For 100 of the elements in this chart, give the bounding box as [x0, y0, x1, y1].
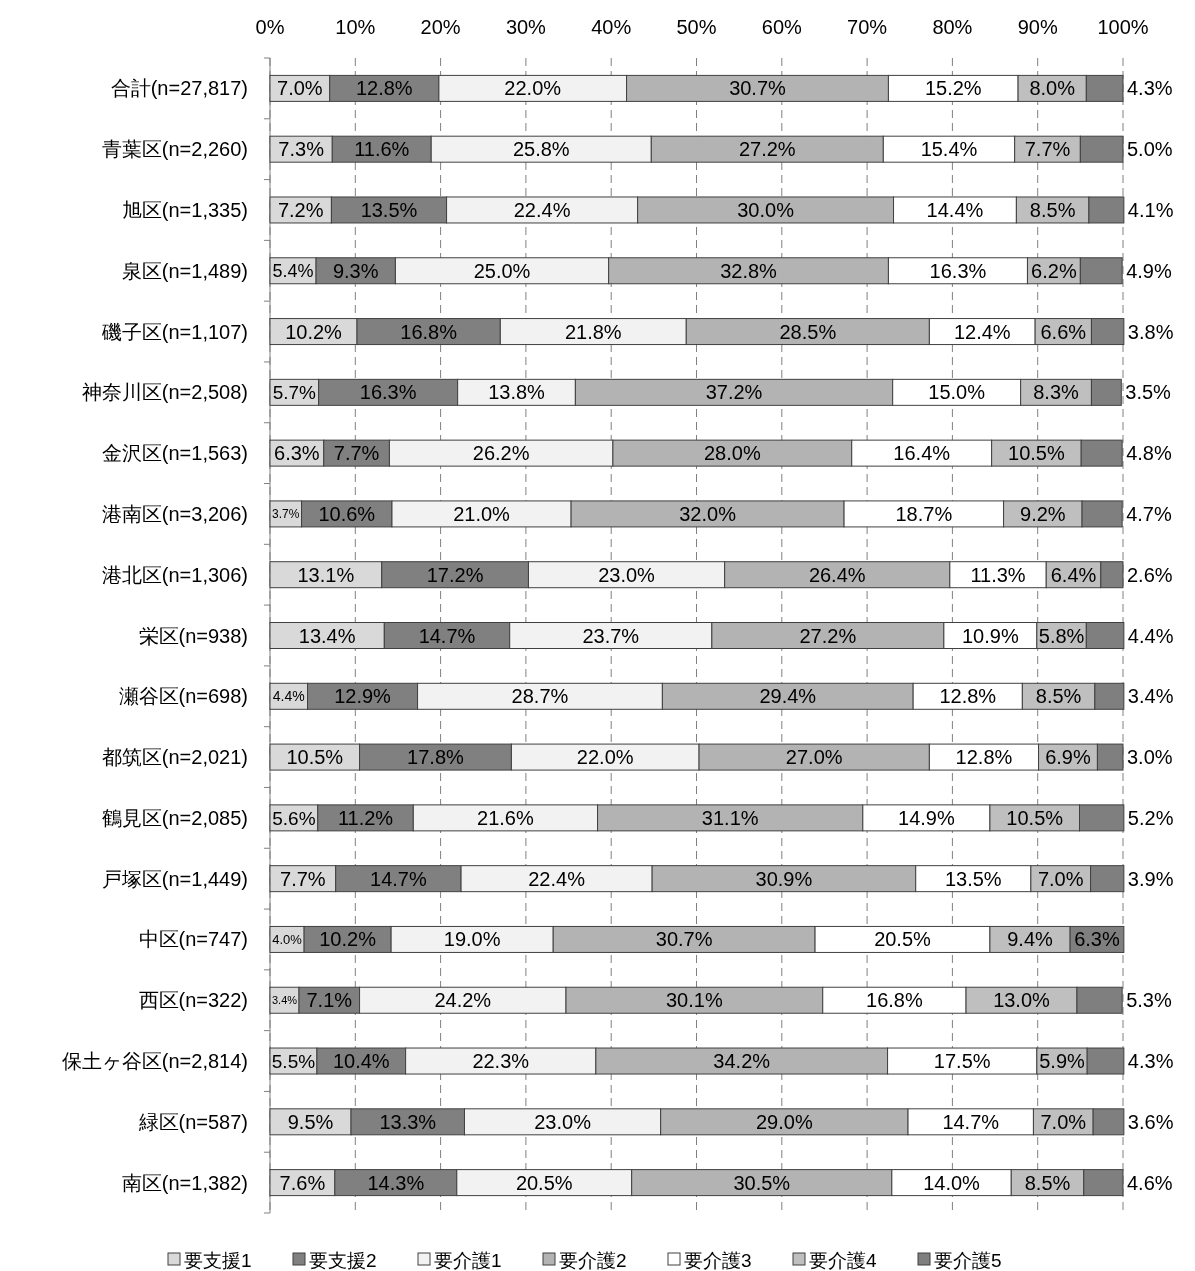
data-label: 8.5%: [1035, 685, 1082, 708]
data-label: 4.7%: [1126, 502, 1172, 525]
data-label: 14.9%: [898, 806, 955, 829]
data-label: 19.0%: [443, 928, 501, 951]
x-tick-label: 10%: [335, 16, 376, 38]
data-label: 10.4%: [332, 1050, 390, 1073]
data-label: 7.7%: [333, 442, 380, 465]
data-label: 13.1%: [297, 563, 355, 586]
x-tick-label: 30%: [505, 16, 547, 38]
legend-label: 要支援1: [184, 1249, 252, 1271]
x-tick-label: 40%: [591, 16, 632, 38]
data-label: 15.0%: [928, 381, 986, 404]
data-label: 6.2%: [1031, 259, 1077, 282]
data-label: 3.9%: [1127, 867, 1174, 890]
x-tick-label: 70%: [847, 16, 888, 38]
data-label: 3.6%: [1127, 1110, 1174, 1133]
y-tick-label: 港北区(n=1,306): [101, 563, 248, 586]
data-label: 21.6%: [477, 806, 534, 829]
data-label: 3.0%: [1127, 746, 1173, 769]
data-label: 31.1%: [701, 806, 759, 829]
x-tick-label: 50%: [676, 16, 717, 38]
data-label: 6.4%: [1050, 563, 1097, 586]
data-label: 25.8%: [512, 138, 570, 161]
data-label: 17.8%: [407, 746, 465, 769]
x-tick-label: 80%: [932, 16, 973, 38]
data-label: 5.6%: [272, 807, 316, 829]
data-label: 6.3%: [274, 442, 320, 465]
data-label: 10.2%: [319, 928, 377, 951]
data-label: 13.8%: [488, 381, 546, 404]
y-tick-label: 合計(n=27,817): [110, 77, 248, 100]
data-label: 11.6%: [354, 138, 410, 161]
data-label: 15.4%: [920, 138, 978, 161]
data-label: 14.3%: [367, 1171, 425, 1194]
data-label: 5.7%: [272, 381, 317, 403]
data-label: 8.0%: [1029, 77, 1076, 100]
data-label: 10.9%: [962, 624, 1019, 647]
data-label: 23.0%: [534, 1110, 592, 1133]
y-tick-label: 南区(n=1,382): [121, 1171, 248, 1194]
data-label: 5.4%: [272, 261, 314, 282]
data-label: 2.6%: [1127, 563, 1173, 586]
data-label: 7.3%: [278, 138, 325, 161]
data-label: 22.0%: [576, 746, 634, 769]
x-tick-label: 100%: [1097, 16, 1149, 38]
legend-label: 要介護5: [934, 1249, 1002, 1271]
data-label: 4.4%: [272, 688, 305, 705]
data-label: 4.3%: [1127, 77, 1173, 100]
y-tick-label: 瀬谷区(n=698): [118, 685, 248, 708]
data-label: 24.2%: [434, 989, 492, 1012]
data-label: 34.2%: [713, 1050, 771, 1073]
data-label: 20.5%: [515, 1171, 573, 1194]
data-label: 30.0%: [737, 198, 795, 221]
data-label: 3.7%: [272, 507, 300, 522]
y-tick-label: 金沢区(n=1,563): [101, 442, 248, 465]
data-label: 13.5%: [360, 198, 418, 221]
data-label: 9.4%: [1007, 928, 1054, 951]
data-label: 7.2%: [277, 198, 324, 221]
x-tick-label: 0%: [255, 16, 285, 38]
legend-label: 要介護1: [434, 1249, 502, 1271]
data-label: 26.2%: [472, 442, 530, 465]
data-label: 12.4%: [953, 320, 1011, 343]
y-tick-label: 青葉区(n=2,260): [101, 138, 248, 161]
data-label: 7.0%: [1040, 1110, 1087, 1133]
data-label: 5.8%: [1038, 624, 1085, 647]
data-label: 4.6%: [1127, 1171, 1173, 1194]
data-label: 20.5%: [874, 928, 932, 951]
data-label: 12.8%: [939, 685, 997, 708]
y-tick-label: 戸塚区(n=1,449): [101, 867, 248, 890]
data-label: 8.5%: [1029, 198, 1076, 221]
data-label: 13.5%: [944, 867, 1002, 890]
data-label: 3.4%: [1127, 685, 1174, 708]
data-label: 4.9%: [1126, 259, 1172, 282]
data-label: 22.4%: [528, 867, 586, 890]
data-label: 17.5%: [933, 1050, 991, 1073]
data-label: 5.5%: [271, 1050, 316, 1072]
data-label: 22.4%: [513, 198, 571, 221]
data-label: 28.7%: [511, 685, 569, 708]
data-label: 14.7%: [942, 1110, 1000, 1133]
data-label: 23.7%: [582, 624, 640, 647]
data-label: 16.8%: [866, 989, 923, 1012]
data-label: 14.7%: [370, 867, 427, 890]
data-label: 6.9%: [1045, 746, 1091, 769]
y-tick-label: 西区(n=322): [138, 989, 248, 1012]
data-label: 5.3%: [1126, 989, 1172, 1012]
data-label: 21.0%: [453, 502, 511, 525]
data-label: 30.9%: [755, 867, 813, 890]
data-label: 12.8%: [955, 746, 1013, 769]
data-label: 17.2%: [426, 563, 484, 586]
y-tick-label: 緑区(n=587): [137, 1110, 248, 1133]
data-label: 6.3%: [1074, 928, 1120, 951]
data-label: 7.7%: [280, 867, 326, 890]
data-label: 14.0%: [923, 1171, 981, 1194]
data-label: 21.8%: [564, 320, 622, 343]
data-label: 4.3%: [1127, 1050, 1174, 1073]
y-tick-label: 旭区(n=1,335): [121, 198, 248, 221]
data-label: 14.7%: [418, 624, 476, 647]
data-label: 3.4%: [271, 994, 298, 1007]
data-label: 16.3%: [929, 259, 987, 282]
data-label: 3.5%: [1125, 381, 1172, 404]
x-tick-label: 20%: [420, 16, 461, 38]
data-label: 10.6%: [318, 502, 376, 525]
